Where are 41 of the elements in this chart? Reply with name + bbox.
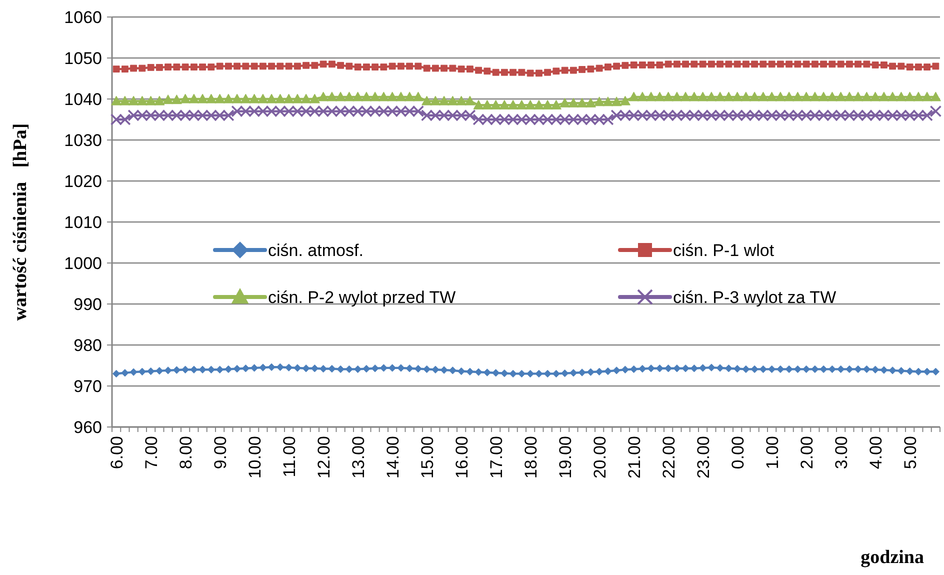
y-tick-label: 1020	[64, 172, 102, 191]
y-axis-title: wartość ciśnienia [hPa]	[10, 123, 31, 321]
legend-label: ciśn. P-3 wylot za TW	[673, 288, 836, 307]
x-tick-label: 15.00	[418, 436, 437, 479]
x-tick-label: 3.00	[832, 436, 851, 470]
x-tick-label: 5.00	[900, 436, 920, 470]
y-tick-label: 1040	[64, 90, 102, 109]
x-tick-label: 12.00	[314, 436, 334, 479]
x-tick-label: 20.00	[590, 436, 610, 479]
x-tick-label: 16.00	[452, 436, 472, 479]
x-tick-label: 18.00	[521, 436, 540, 479]
x-tick-label: 10.00	[245, 436, 264, 479]
y-tick-label: 1030	[64, 130, 102, 150]
x-tick-label: 4.00	[866, 436, 886, 470]
x-tick-label: 19.00	[556, 436, 575, 479]
x-tick-label: 6.00	[107, 436, 126, 470]
x-tick-label: 11.00	[280, 436, 299, 478]
y-tick-label: 1060	[64, 8, 102, 27]
y-tick-label: 990	[74, 294, 102, 314]
x-tick-label: 2.00	[797, 436, 816, 470]
y-tick-label: 970	[74, 376, 102, 396]
legend-label: ciśn. P-2 wylot przed TW	[268, 288, 456, 307]
x-tick-label: 17.00	[486, 436, 506, 479]
y-tick-label: 1010	[64, 212, 102, 232]
x-tick-label: 8.00	[176, 436, 196, 470]
x-tick-label: 23.00	[694, 436, 713, 479]
x-tick-label: 1.00	[762, 436, 782, 470]
y-tick-label: 980	[74, 336, 102, 355]
legend-label: ciśn. atmosf.	[268, 240, 364, 260]
x-tick-label: 9.00	[210, 436, 230, 470]
x-axis-title: godzina	[860, 547, 924, 568]
legend-label: ciśn. P-1 wlot	[673, 240, 774, 260]
x-tick-label: 7.00	[142, 436, 161, 470]
x-tick-label: 14.00	[383, 436, 402, 479]
x-tick-label: 22.00	[659, 436, 678, 479]
y-tick-label: 1000	[64, 254, 102, 273]
x-tick-label: 21.00	[624, 436, 644, 479]
y-tick-label: 960	[74, 418, 102, 437]
y-tick-label: 1050	[64, 48, 102, 68]
x-tick-label: 13.00	[348, 436, 368, 479]
x-tick-label: 0.00	[728, 436, 748, 470]
